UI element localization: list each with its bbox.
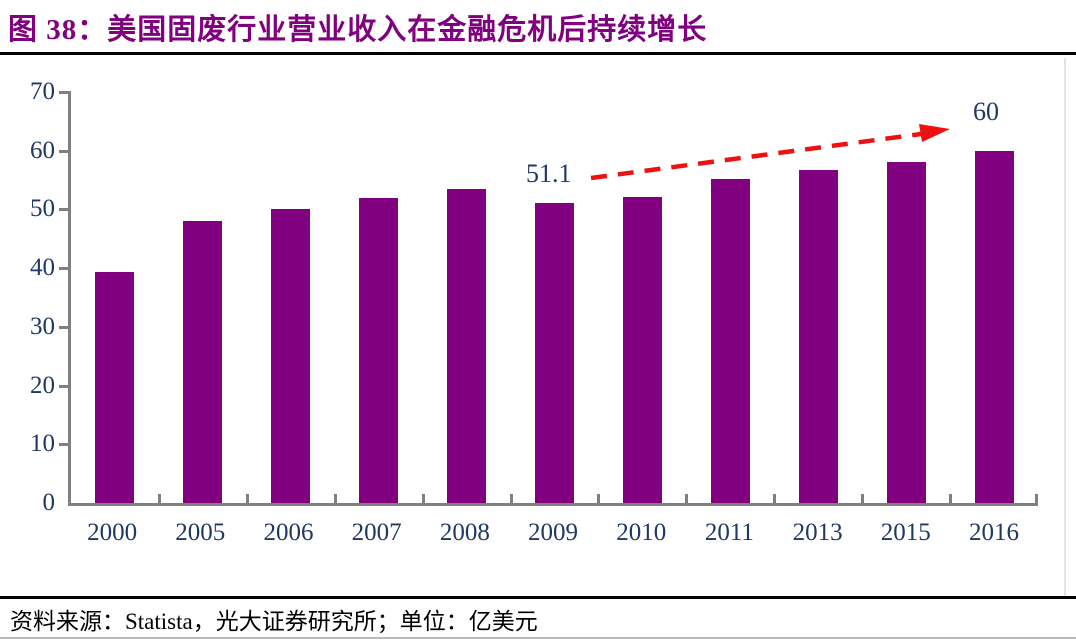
bar-2015	[886, 162, 926, 503]
x-axis-label-2010: 2010	[616, 519, 667, 546]
bottom-border-rule	[0, 637, 1076, 639]
bar-2000	[95, 271, 135, 503]
x-axis-tick-mark	[157, 494, 161, 503]
x-axis-label-2005: 2005	[175, 519, 226, 546]
x-axis-label-2016: 2016	[968, 519, 1019, 546]
bar-2013	[798, 169, 838, 503]
bar-slot-2006	[247, 92, 335, 503]
x-axis-labels: 2000 2005 2006 2007 2008 2009 2010 2011 2013 2015…	[68, 516, 1038, 550]
y-axis-tick-mark	[59, 91, 71, 94]
x-axis-tick-mark	[685, 494, 689, 503]
title-divider-rule	[0, 52, 1076, 55]
data-label-2016: 60	[973, 97, 999, 126]
bar-slot-2009	[511, 92, 599, 503]
figure-number: 图 38：	[8, 14, 108, 46]
bar-2006	[271, 209, 311, 503]
bar-slot-2000	[71, 92, 159, 503]
source-note: 资料来源：Statista，光大证券研究所；单位：亿美元	[10, 609, 538, 634]
x-axis-label-2011: 2011	[704, 519, 754, 546]
x-axis-label-2000: 2000	[87, 519, 138, 546]
y-axis-tick-mark	[59, 443, 71, 447]
y-axis-tick-label-40: 40	[30, 254, 55, 282]
x-axis-tick-mark	[1035, 494, 1038, 503]
x-axis-tick-mark	[597, 494, 601, 503]
plot-area	[59, 91, 1038, 506]
x-axis-label-2006: 2006	[263, 519, 314, 546]
x-axis-tick-mark	[861, 494, 865, 503]
y-axis-tick-label-50: 50	[30, 195, 55, 223]
x-axis-label-2009: 2009	[528, 519, 579, 546]
bar-slot-2015	[862, 92, 950, 503]
bar-slot-2007	[335, 92, 423, 503]
x-axis-tick-mark	[333, 494, 337, 503]
bar-series	[71, 92, 1038, 503]
bar-2010	[622, 196, 662, 503]
x-axis-tick-mark	[421, 494, 425, 503]
x-axis-tick-mark	[245, 494, 249, 503]
x-axis-label-2013: 2013	[792, 519, 843, 546]
y-axis-tick-mark	[59, 208, 71, 212]
y-axis-tick-mark	[59, 149, 71, 153]
y-axis-tick-mark	[59, 267, 71, 271]
bar-slot-2011	[686, 92, 774, 503]
y-axis-tick-label-60: 60	[30, 136, 55, 164]
y-axis-tick-label-30: 30	[30, 312, 55, 340]
right-border-line	[1064, 58, 1066, 596]
bar-slot-2005	[159, 92, 247, 503]
y-axis-labels: 0 10 20 30 40 50 60 70	[0, 78, 55, 516]
x-axis-tick-mark	[773, 494, 777, 503]
footer-divider-rule	[0, 596, 1076, 599]
x-axis-tick-mark	[509, 494, 513, 503]
bar-slot-2008	[423, 92, 511, 503]
bar-2007	[359, 197, 399, 503]
y-axis-tick-mark	[59, 384, 71, 388]
bar-slot-2010	[598, 92, 686, 503]
figure-title-text: 美国固废行业营业收入在金融危机后持续增长	[107, 14, 708, 46]
y-axis-tick-label-20: 20	[30, 371, 55, 399]
bar-2008	[447, 188, 487, 503]
bar-slot-2016	[950, 92, 1038, 503]
y-axis-tick-mark	[59, 325, 71, 329]
x-axis-label-2015: 2015	[880, 519, 931, 546]
x-axis-label-2008: 2008	[439, 519, 490, 546]
bar-2009	[534, 202, 574, 503]
bar-2011	[710, 178, 750, 503]
bar-2005	[183, 221, 223, 503]
bar-slot-2013	[774, 92, 862, 503]
y-axis-tick-label-70: 70	[30, 78, 55, 105]
y-axis-tick-label-10: 10	[30, 430, 55, 458]
figure-title: 图 38：美国固废行业营业收入在金融危机后持续增长	[8, 6, 707, 48]
bar-2016	[974, 150, 1014, 503]
x-axis-label-2007: 2007	[351, 519, 402, 546]
data-label-2009: 51.1	[526, 159, 572, 188]
y-axis-tick-label-0: 0	[42, 489, 56, 516]
x-axis-tick-mark	[949, 494, 953, 503]
